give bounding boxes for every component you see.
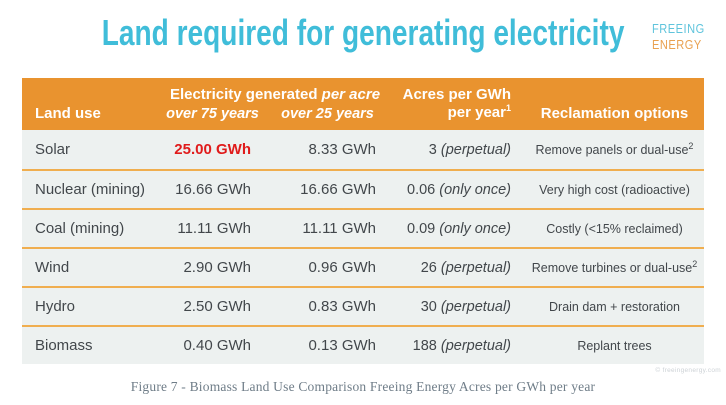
- table-body: Solar 25.00 GWh 8.33 GWh 3 (perpetual) R…: [22, 130, 704, 364]
- cell-acres-per-gwh: 0.09 (only once): [407, 220, 511, 237]
- fine-print-attribution: © freeingenergy.com: [655, 367, 721, 374]
- cell-gwh-75-years: 25.00 GWh: [174, 141, 251, 158]
- cell-gwh-75-years: 11.11 GWh: [177, 220, 251, 237]
- table-row: Nuclear (mining) 16.66 GWh 16.66 GWh 0.0…: [22, 169, 704, 208]
- cell-gwh-75-years: 2.90 GWh: [183, 259, 251, 276]
- page-title: Land required for generating electricity: [101, 12, 625, 53]
- cell-reclamation: Costly (<15% reclaimed): [546, 221, 683, 236]
- cell-reclamation: Drain dam + restoration: [549, 299, 680, 314]
- cell-acres-per-gwh: 188 (perpetual): [412, 337, 511, 354]
- cell-land-use: Wind: [35, 259, 70, 276]
- header-reclamation-options: Reclamation options: [540, 105, 689, 122]
- table-header: Land use Electricity generated per acre …: [22, 78, 704, 130]
- cell-reclamation: Remove panels or dual-use2: [535, 140, 694, 157]
- cell-gwh-75-years: 16.66 GWh: [175, 181, 251, 198]
- cell-gwh-25-years: 11.11 GWh: [302, 220, 376, 237]
- footnote-marker-2: 2: [692, 258, 698, 269]
- table-row: Wind 2.90 GWh 0.96 GWh 26 (perpetual) Re…: [22, 247, 704, 286]
- footnote-marker-2: 2: [688, 140, 694, 151]
- cell-gwh-75-years: 2.50 GWh: [183, 298, 251, 315]
- cell-gwh-25-years: 0.83 GWh: [308, 298, 376, 315]
- header-over-75-years: over 75 years: [166, 106, 259, 122]
- cell-land-use: Biomass: [35, 337, 93, 354]
- freeing-energy-logo: FREEING ENERGY: [652, 21, 714, 53]
- cell-reclamation: Remove turbines or dual-use2: [531, 258, 698, 275]
- table-row: Hydro 2.50 GWh 0.83 GWh 30 (perpetual) D…: [22, 286, 704, 325]
- cell-gwh-25-years: 8.33 GWh: [308, 141, 376, 158]
- footnote-marker-1: 1: [505, 103, 511, 113]
- header-over-25-years: over 25 years: [281, 106, 374, 122]
- header-acres-per-gwh: Acres per GWh per year1: [402, 86, 511, 121]
- cell-acres-per-gwh: 26 (perpetual): [420, 259, 511, 276]
- cell-gwh-25-years: 0.96 GWh: [308, 259, 376, 276]
- cell-land-use: Solar: [35, 141, 71, 158]
- header-group-title: Electricity generated per acre: [169, 86, 381, 103]
- cell-land-use: Nuclear (mining): [35, 181, 146, 198]
- cell-gwh-25-years: 16.66 GWh: [300, 181, 376, 198]
- cell-reclamation: Replant trees: [577, 338, 652, 353]
- logo-line-energy: ENERGY: [652, 37, 702, 52]
- cell-reclamation: Very high cost (radioactive): [539, 182, 690, 197]
- table-row: Solar 25.00 GWh 8.33 GWh 3 (perpetual) R…: [22, 130, 704, 169]
- cell-gwh-25-years: 0.13 GWh: [308, 337, 376, 354]
- header-land-use: Land use: [35, 105, 101, 122]
- table-row: Coal (mining) 11.11 GWh 11.11 GWh 0.09 (…: [22, 208, 704, 247]
- cell-land-use: Hydro: [35, 298, 76, 315]
- land-use-table: Land use Electricity generated per acre …: [22, 78, 704, 364]
- cell-acres-per-gwh: 0.06 (only once): [407, 181, 511, 198]
- cell-acres-per-gwh: 3 (perpetual): [428, 141, 511, 158]
- figure-caption: Figure 7 - Biomass Land Use Comparison F…: [130, 379, 596, 394]
- table-row: Biomass 0.40 GWh 0.13 GWh 188 (perpetual…: [22, 325, 704, 364]
- header-electricity-generated: Electricity generated per acre over 75 y…: [160, 86, 390, 130]
- logo-line-freeing: FREEING: [652, 21, 705, 36]
- cell-gwh-75-years: 0.40 GWh: [183, 337, 251, 354]
- cell-land-use: Coal (mining): [35, 220, 125, 237]
- cell-acres-per-gwh: 30 (perpetual): [420, 298, 511, 315]
